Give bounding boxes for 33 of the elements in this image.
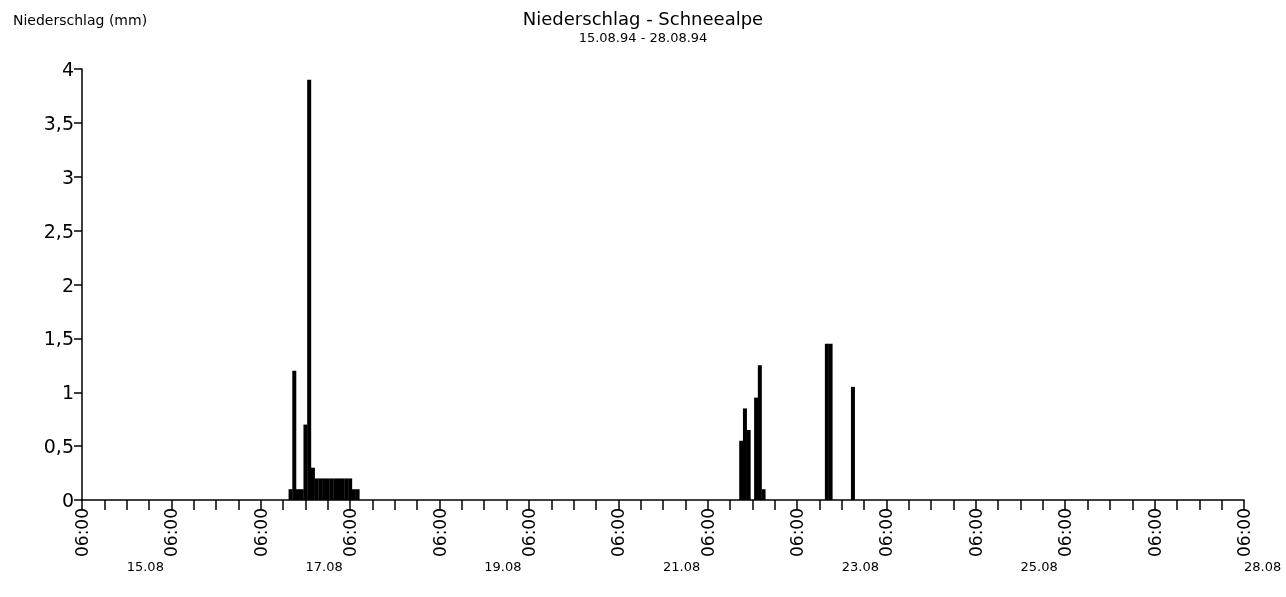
x-tick-label: 06:00 [1234, 508, 1254, 557]
x2-tick-label: 28.08 [1244, 559, 1282, 574]
y-tick-label: 1,5 [43, 327, 74, 350]
x-tick-label: 06:00 [518, 508, 539, 557]
x-tick-label: 06:00 [340, 508, 361, 557]
x2-tick-label: 15.08 [126, 559, 164, 574]
y-tick-label: 4 [61, 58, 74, 80]
y-tick-label: 2,5 [43, 219, 74, 242]
x-tick-label: 06:00 [697, 508, 718, 557]
x-tick-label: 06:00 [787, 508, 808, 557]
x-tick-label: 06:00 [1055, 508, 1076, 557]
y-tick-label: 0,5 [43, 435, 74, 458]
x-tick-label: 06:00 [161, 508, 182, 557]
x-tick-label: 06:00 [72, 508, 92, 557]
y-tick-label: 1 [61, 381, 74, 404]
chart-subtitle: 15.08.94 - 28.08.94 [578, 30, 708, 45]
y-axis-title: Niederschlag (mm) [13, 12, 148, 28]
x2-tick-label: 25.08 [1020, 559, 1058, 574]
x-tick-label: 06:00 [429, 508, 450, 557]
x-tick-label: 06:00 [876, 508, 897, 557]
x2-tick-label: 17.08 [305, 559, 343, 574]
x2-tick-label: 21.08 [663, 559, 701, 574]
x2-tick-label: 23.08 [841, 559, 879, 574]
chart-title: Niederschlag - Schneealpe [522, 7, 764, 29]
y-tick-label: 2 [61, 273, 74, 296]
y-tick-label: 3 [61, 165, 74, 188]
x-tick-label: 06:00 [608, 508, 629, 557]
x-tick-label: 06:00 [250, 508, 271, 557]
x-tick-label: 06:00 [965, 508, 986, 557]
x-tick-label: 06:00 [1144, 508, 1165, 557]
y-tick-label: 0 [61, 489, 74, 511]
y-tick-label: 3,5 [43, 111, 74, 134]
x2-tick-label: 19.08 [484, 559, 522, 574]
